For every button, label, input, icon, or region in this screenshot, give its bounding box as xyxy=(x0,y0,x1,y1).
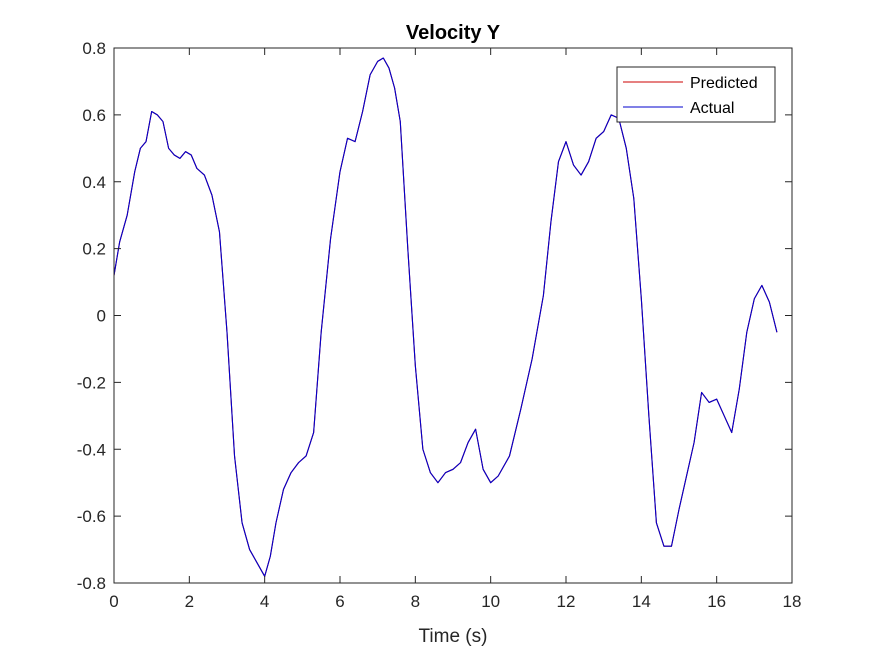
x-tick-label: 12 xyxy=(557,592,576,611)
x-tick-label: 16 xyxy=(707,592,726,611)
y-tick-label: -0.8 xyxy=(77,574,106,593)
legend: Predicted Actual xyxy=(616,66,776,123)
y-tick-label: 0.6 xyxy=(82,106,106,125)
legend-box xyxy=(616,66,776,123)
x-axis: 0 2 4 6 8 10 12 14 16 18 xyxy=(109,48,801,611)
series-line-actual xyxy=(113,57,778,577)
x-tick-label: 18 xyxy=(783,592,802,611)
legend-label-predicted: Predicted xyxy=(690,75,758,92)
chart-title: Velocity Y xyxy=(406,22,501,44)
series-layer xyxy=(113,57,778,577)
y-tick-label: 0.8 xyxy=(82,39,106,58)
x-tick-label: 14 xyxy=(632,592,651,611)
y-tick-label: -0.2 xyxy=(77,373,106,392)
plot-area xyxy=(114,48,792,583)
legend-label-actual: Actual xyxy=(690,100,734,117)
x-tick-label: 0 xyxy=(109,592,118,611)
y-tick-label: -0.4 xyxy=(77,440,106,459)
y-tick-label: 0.2 xyxy=(82,240,106,259)
x-tick-label: 8 xyxy=(411,592,420,611)
y-tick-label: 0.4 xyxy=(82,173,106,192)
x-axis-label: Time (s) xyxy=(419,626,488,647)
y-tick-label: -0.6 xyxy=(77,507,106,526)
y-tick-label: 0 xyxy=(97,307,106,326)
x-tick-label: 4 xyxy=(260,592,269,611)
y-axis: -0.8 -0.6 -0.4 -0.2 0 0.2 0.4 0.6 0.8 xyxy=(77,39,792,593)
x-tick-label: 10 xyxy=(481,592,500,611)
x-tick-label: 2 xyxy=(185,592,194,611)
x-tick-label: 6 xyxy=(335,592,344,611)
